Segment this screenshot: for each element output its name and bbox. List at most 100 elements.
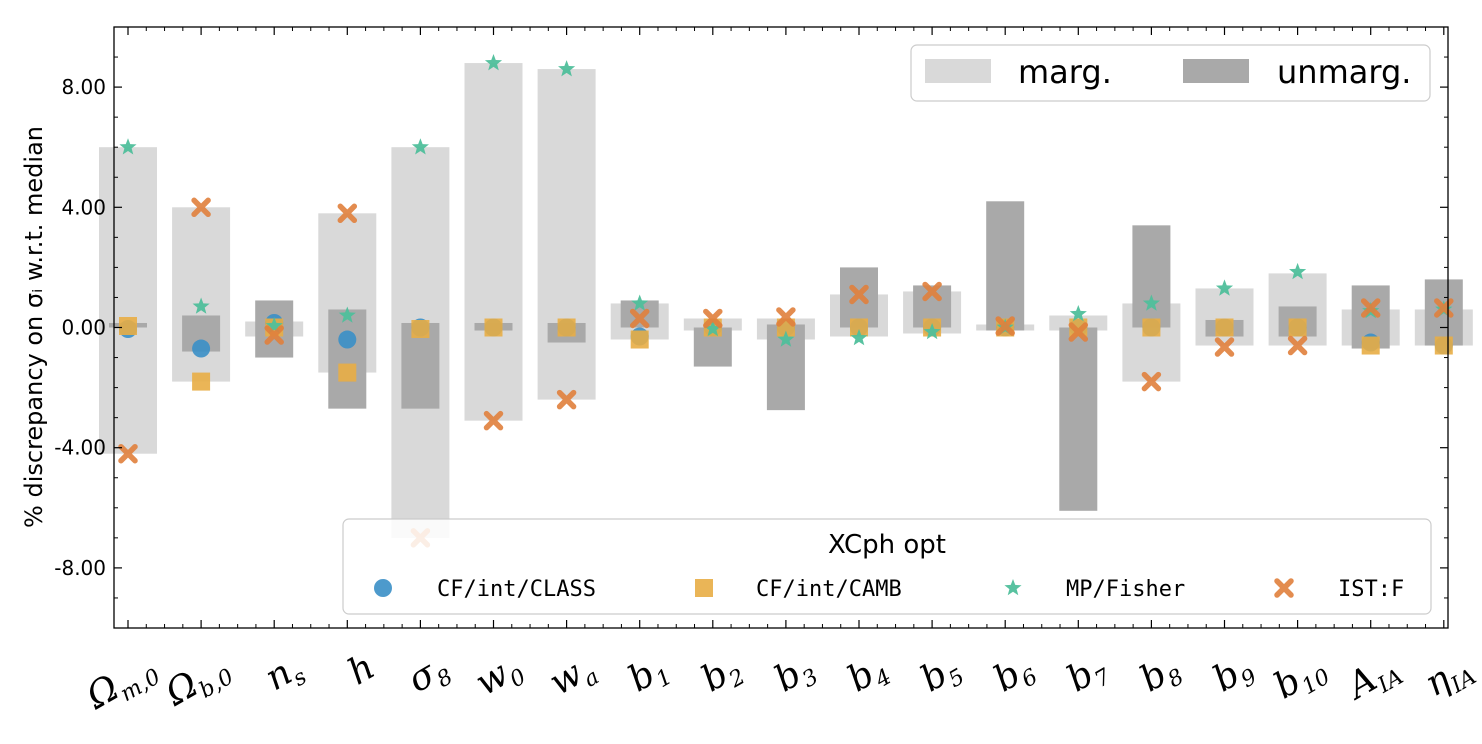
legend-marker-ist-f xyxy=(1274,578,1294,598)
unmarg-bar xyxy=(986,201,1025,331)
ist-f-point xyxy=(1141,371,1162,392)
cf-int-camb-point xyxy=(119,316,137,335)
marg-bar xyxy=(1195,288,1254,346)
cf-int-camb-point xyxy=(338,363,357,382)
x-tick-label: b3 xyxy=(768,646,823,704)
x-tick-label: b6 xyxy=(987,646,1042,704)
legend-marg-swatch xyxy=(925,59,991,83)
x-tick-label: b5 xyxy=(914,646,969,704)
cf-int-camb-point xyxy=(850,318,868,337)
ist-f-point xyxy=(118,443,138,464)
y-tick-label: -8.00 xyxy=(54,556,106,580)
ist-f-point xyxy=(556,389,577,410)
unmarg-bar xyxy=(1132,225,1171,328)
ist-f-point xyxy=(1360,298,1381,318)
legend-marg-label: marg. xyxy=(1018,53,1112,91)
y-tick-label: 8.00 xyxy=(61,75,106,99)
ist-f-point xyxy=(191,197,211,218)
marg-bar xyxy=(537,69,596,400)
legend-bar-type-box xyxy=(910,44,1431,102)
ist-f-point xyxy=(1287,335,1308,356)
mp-fisher-point xyxy=(777,330,795,347)
mp-fisher-point xyxy=(704,320,722,337)
legend-unmarg-swatch xyxy=(1183,59,1249,83)
ist-f-point xyxy=(1214,337,1235,357)
x-tick-label: b10 xyxy=(1267,646,1334,711)
x-tick-label: wa xyxy=(543,646,604,708)
mp-fisher-point xyxy=(484,54,503,71)
legend-series-label: IST:F xyxy=(1338,577,1404,602)
marg-bar xyxy=(464,63,523,421)
legend-series-label: CF/int/CAMB xyxy=(756,577,902,602)
cf-int-class-point xyxy=(192,339,211,358)
cf-int-camb-point xyxy=(630,330,649,349)
cf-int-camb-point xyxy=(1142,318,1161,337)
x-tick-label: b8 xyxy=(1133,646,1188,704)
x-tick-label: b9 xyxy=(1206,646,1261,704)
cf-int-camb-point xyxy=(1361,336,1380,355)
legend-series-title: XCph opt xyxy=(828,530,946,560)
x-tick-label: b4 xyxy=(841,646,896,704)
mp-fisher-point xyxy=(1215,279,1234,296)
mp-fisher-point xyxy=(192,297,210,314)
mp-fisher-point xyxy=(1069,304,1087,322)
mp-fisher-point xyxy=(119,138,137,155)
x-tick-label: σ8 xyxy=(401,646,457,705)
legend-unmarg-label: unmarg. xyxy=(1277,53,1411,91)
legend-marker-mp-fisher xyxy=(1004,579,1022,596)
legend-marker-cf-int-camb xyxy=(695,579,713,597)
x-tick-label: AIA xyxy=(1338,646,1407,713)
mp-fisher-point xyxy=(411,138,429,155)
cf-int-camb-point xyxy=(557,318,576,337)
mp-fisher-point xyxy=(1142,294,1160,311)
cf-int-camb-point xyxy=(1288,318,1307,337)
mp-fisher-point xyxy=(558,60,576,77)
cf-int-camb-point xyxy=(192,372,211,391)
ist-f-point xyxy=(264,325,284,345)
ist-f-point xyxy=(776,307,796,327)
legend-series: XCph opt CF/int/CLASS CF/int/CAMB MP/Fisher… xyxy=(342,518,1432,615)
legend-series-box xyxy=(342,518,1432,615)
cf-int-camb-point xyxy=(411,320,430,339)
x-tick-label: h xyxy=(341,646,382,693)
mp-fisher-point xyxy=(265,317,283,334)
mp-fisher-point xyxy=(631,294,649,311)
mp-fisher-point xyxy=(923,323,941,340)
mp-fisher-point xyxy=(1289,262,1307,280)
ist-f-point xyxy=(849,284,869,305)
cf-int-class-point xyxy=(338,330,357,349)
x-tick-label: w0 xyxy=(469,646,531,708)
cf-int-camb-point xyxy=(1215,318,1234,337)
legend-marker-cf-int-class xyxy=(374,579,392,597)
x-tick-label: b2 xyxy=(695,646,750,704)
ist-f-point xyxy=(922,281,942,302)
ist-f-point xyxy=(995,316,1015,336)
legend-series-label: CF/int/CLASS xyxy=(437,577,596,602)
x-tick-label: b7 xyxy=(1060,646,1115,704)
mp-fisher-point xyxy=(338,306,356,323)
legend-bar-type: marg. unmarg. xyxy=(910,44,1431,102)
x-tick-label: Ωb,0 xyxy=(158,646,238,719)
ist-f-point xyxy=(483,410,504,431)
x-tick-label: Ωm,0 xyxy=(79,646,165,722)
cf-int-camb-point xyxy=(1069,318,1088,337)
ist-f-point xyxy=(703,308,723,329)
y-tick-label: 4.00 xyxy=(61,195,106,219)
ist-f-point xyxy=(629,308,650,329)
marg-bar xyxy=(99,147,157,454)
cf-int-camb-point xyxy=(484,318,503,337)
unmarg-bar xyxy=(1059,327,1098,511)
y-axis-label: % discrepancy on σᵢ w.r.t. median xyxy=(20,126,48,528)
mp-fisher-point xyxy=(850,329,868,346)
x-tick-label: ns xyxy=(258,646,311,703)
x-tick-label: ηIA xyxy=(1418,646,1481,709)
unmarg-bar xyxy=(328,309,367,409)
cf-int-camb-point xyxy=(1434,336,1453,355)
x-tick-label: b1 xyxy=(622,646,677,704)
y-tick-label: -4.00 xyxy=(54,436,106,460)
y-tick-label: 0.00 xyxy=(61,316,106,340)
legend-series-label: MP/Fisher xyxy=(1066,577,1185,602)
ist-f-point xyxy=(1068,322,1089,342)
